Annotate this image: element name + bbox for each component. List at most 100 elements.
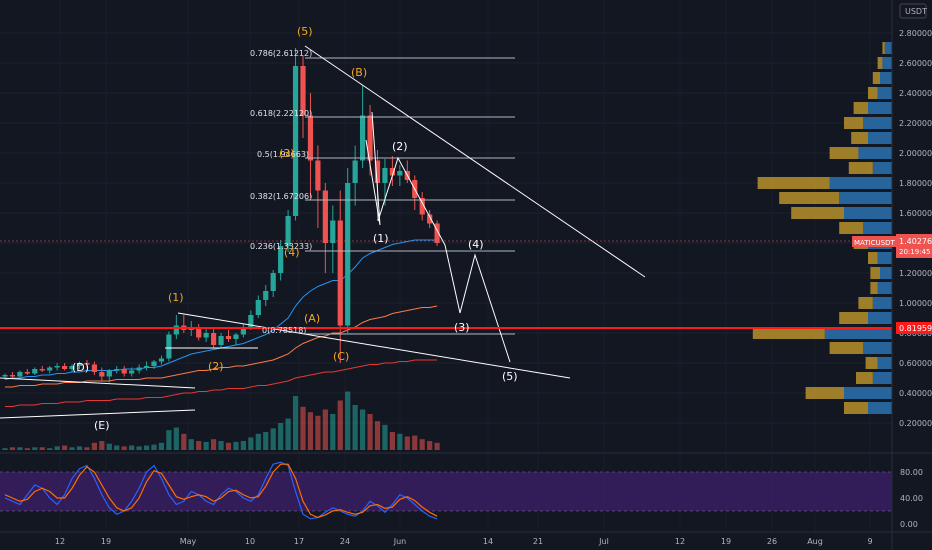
fib-label: 0.236(1.33233) xyxy=(250,242,312,251)
volume-bar xyxy=(62,445,68,450)
price-tick-label: 2.00000 xyxy=(899,149,932,158)
candle-body xyxy=(397,171,403,176)
volume-bar xyxy=(300,406,306,450)
wave-label: (3) xyxy=(454,321,470,334)
volume-bar xyxy=(17,447,23,450)
volume-bar xyxy=(196,441,202,450)
candle-body xyxy=(225,336,232,339)
volume-profile-down xyxy=(868,87,878,99)
volume-bar xyxy=(322,409,328,450)
time-tick-label: 17 xyxy=(294,537,304,546)
price-tick-label: 2.80000 xyxy=(899,29,932,38)
volume-profile-up xyxy=(880,72,892,84)
volume-profile-up xyxy=(829,177,892,189)
volume-profile-up xyxy=(863,342,892,354)
candle-body xyxy=(9,375,16,377)
candle-body xyxy=(255,300,261,315)
time-scale[interactable]: 12 19 May 10 17 24 Jun 14 21 Jul 12 19 26 Aug 9 xyxy=(55,537,873,546)
wave-label: (1) xyxy=(168,291,184,304)
candle-body xyxy=(106,370,112,377)
volume-bar xyxy=(263,432,269,450)
candle-body xyxy=(54,366,60,368)
volume-profile-down xyxy=(882,42,885,54)
oscillator-tick-label: 80.00 xyxy=(900,468,923,477)
volume-profile-up xyxy=(872,372,892,384)
candle-body xyxy=(196,327,202,338)
volume-profile-down xyxy=(856,372,873,384)
price-tick-label: 2.20000 xyxy=(899,119,932,128)
candle-body xyxy=(47,367,53,371)
volume-profile-up xyxy=(880,267,892,279)
time-tick-label: May xyxy=(180,537,197,546)
price-tick-label: 1.80000 xyxy=(899,179,932,188)
fib-label: 0.382(1.67206) xyxy=(250,192,312,201)
candle-body xyxy=(203,333,209,338)
current-price-label: 1.40276 xyxy=(899,237,932,246)
volume-bar xyxy=(218,441,224,450)
volume-bar xyxy=(47,448,53,450)
candle-body xyxy=(300,66,306,116)
volume-profile-down xyxy=(829,147,859,159)
volume-bar xyxy=(129,445,135,450)
volume-profile-up xyxy=(844,387,892,399)
stoch-line-k xyxy=(4,461,438,520)
candle-body xyxy=(158,358,165,362)
volume-bar xyxy=(434,442,440,450)
volume-profile-up xyxy=(877,282,892,294)
stochastic-oscillator xyxy=(4,461,438,520)
volume-bar xyxy=(2,448,8,450)
volume-bar xyxy=(188,439,194,450)
volume-bar xyxy=(203,441,209,450)
volume-profile-down xyxy=(848,162,873,174)
candle-body xyxy=(136,367,142,371)
wave-label: (2) xyxy=(208,360,224,373)
candle-body xyxy=(240,327,246,335)
downtrend-line xyxy=(304,45,646,278)
volume-profile-down xyxy=(779,192,840,204)
wave-labels: (5) (B) (1) (2) (3) (4) (A) (C) (D) (E) … xyxy=(72,25,518,432)
volume-bar xyxy=(345,391,351,450)
volume-profile-down xyxy=(844,117,864,129)
wave-label: (B) xyxy=(351,66,367,79)
volume-bar xyxy=(151,444,157,450)
volume-bar xyxy=(248,437,254,450)
volume-bar xyxy=(173,427,179,450)
time-tick-label: 24 xyxy=(340,537,350,546)
volume-profile-up xyxy=(884,42,892,54)
candle-body xyxy=(322,190,328,243)
candle-body xyxy=(218,336,224,345)
volume-bar xyxy=(360,409,366,450)
volume-profile-up xyxy=(824,327,892,339)
candle-body xyxy=(143,366,150,368)
candle-body xyxy=(121,369,127,374)
price-tick-label: 0.40000 xyxy=(899,389,932,398)
volume-profile-down xyxy=(829,342,864,354)
volume-profile-down xyxy=(870,267,880,279)
volume-bar xyxy=(76,446,83,450)
volume-profile-down xyxy=(853,102,868,114)
volume-bar xyxy=(330,414,336,450)
volume-bar xyxy=(99,441,105,450)
volume-profile-down xyxy=(858,297,873,309)
triangle-lower xyxy=(0,409,196,419)
fib-label: 0.5(1.94663) xyxy=(257,150,309,159)
volume-profile-up xyxy=(863,222,892,234)
stoch-line-d xyxy=(4,463,438,519)
volume-bar xyxy=(181,433,187,450)
price-scale[interactable]: 2.80000 2.60000 2.40000 2.20000 2.00000 1.800… xyxy=(899,29,932,428)
price-tick-label: 1.20000 xyxy=(899,269,932,278)
candle-body xyxy=(337,220,343,326)
time-tick-label: 12 xyxy=(55,537,65,546)
candle-body xyxy=(374,160,381,183)
time-tick-label: 26 xyxy=(767,537,777,546)
candle-body xyxy=(129,370,135,374)
volume-bar xyxy=(337,400,343,450)
volume-bar xyxy=(233,441,239,450)
wave-label: (4) xyxy=(468,238,484,251)
volume-profile-down xyxy=(870,282,878,294)
candle-body xyxy=(151,361,157,366)
candle-body xyxy=(2,375,8,377)
volume-profile-up xyxy=(882,57,892,69)
candle-body xyxy=(166,334,172,359)
